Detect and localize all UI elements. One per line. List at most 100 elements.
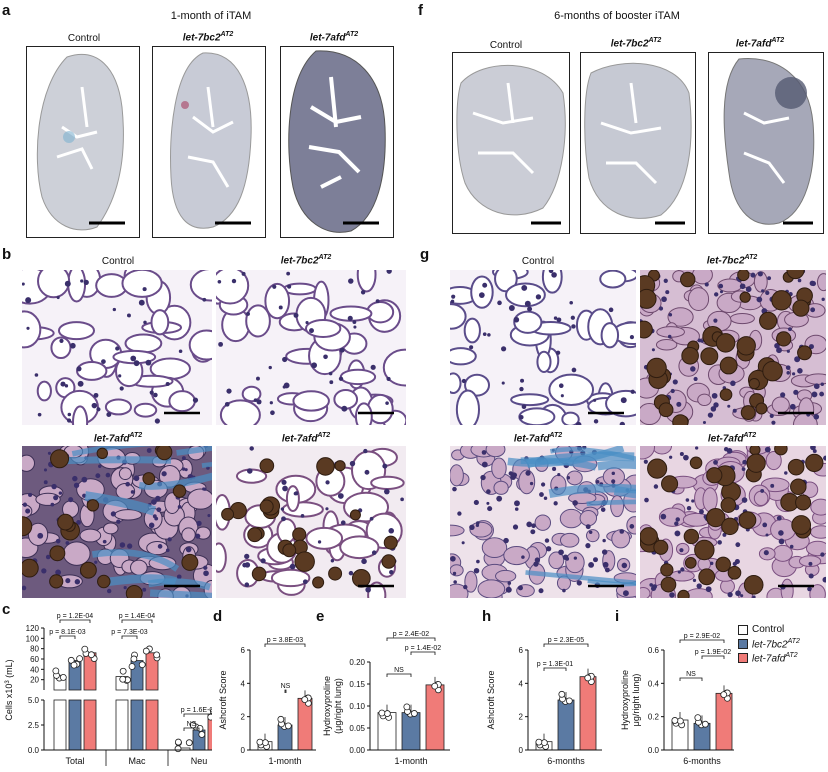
nucleus <box>669 592 675 598</box>
significance-bracket <box>183 727 200 731</box>
nucleus <box>593 398 597 402</box>
nucleus <box>713 402 719 408</box>
nucleus <box>207 514 211 518</box>
pigmented-cell <box>738 511 757 530</box>
nucleus <box>59 338 64 343</box>
nucleus <box>674 521 679 526</box>
pigmented-cell <box>748 378 760 390</box>
alveolus <box>640 446 655 460</box>
nucleus <box>382 463 388 469</box>
nucleus <box>764 446 771 453</box>
nucleus <box>165 548 170 553</box>
nucleus <box>37 412 42 417</box>
y-tick-label: 0.2 <box>648 713 660 722</box>
y-tick-label: 2 <box>519 713 524 722</box>
y-tick-label: 6 <box>241 646 246 655</box>
alveolus <box>241 385 262 403</box>
nucleus <box>649 583 654 587</box>
nucleus <box>480 474 486 481</box>
pigmented-cell <box>50 449 70 469</box>
f-image-afd <box>708 52 824 234</box>
nucleus <box>652 584 658 590</box>
nucleus <box>778 530 784 536</box>
nucleus <box>34 373 39 377</box>
bar-let-7afd <box>579 676 597 751</box>
nucleus <box>619 529 625 534</box>
legend-swatch-afd <box>738 653 748 664</box>
nucleus <box>601 549 608 555</box>
f-label-control: Control <box>489 40 523 51</box>
alveolus <box>270 568 311 588</box>
nucleus <box>535 294 542 300</box>
y-axis-label: Hydroxyproline <box>322 676 332 736</box>
nucleus <box>154 516 159 521</box>
alveolus <box>219 399 261 425</box>
nucleus <box>679 452 684 457</box>
nucleus <box>575 421 582 425</box>
y-tick-label: 2 <box>241 713 246 722</box>
nucleus <box>244 553 250 560</box>
y-tick-label: 6 <box>519 646 524 655</box>
pigmented-cell <box>57 513 74 531</box>
nucleus <box>203 565 208 570</box>
nucleus <box>669 455 673 459</box>
nucleus <box>241 271 246 276</box>
data-point <box>76 655 84 663</box>
y-tick-label: 120 <box>26 624 40 633</box>
nucleus <box>352 320 357 324</box>
nucleus <box>58 491 63 495</box>
y-tick-label: 0.20 <box>349 658 365 667</box>
nucleus <box>83 279 89 286</box>
chart-d: 0 2 4 6 1-month Ashcroft Score NS p = 3.8E-03 <box>218 637 316 766</box>
pigmented-cell <box>381 554 396 569</box>
x-category-label: Neu <box>191 756 208 766</box>
nucleus <box>156 507 162 513</box>
nucleus <box>630 389 635 394</box>
nucleus <box>663 278 668 283</box>
nucleus <box>713 318 718 323</box>
nucleus <box>338 376 344 381</box>
nucleus <box>739 283 746 290</box>
nucleus <box>43 480 48 485</box>
nucleus <box>475 523 480 527</box>
nucleus <box>28 492 33 497</box>
nucleus <box>558 383 564 389</box>
alveolus <box>565 551 585 574</box>
pigmented-cell <box>647 458 668 479</box>
nucleus <box>96 407 101 412</box>
alveolus <box>333 388 359 410</box>
nucleus <box>457 511 462 516</box>
pigmented-cell <box>740 405 756 421</box>
nucleus <box>741 467 746 472</box>
significance-bracket <box>59 619 91 623</box>
pigmented-cell <box>743 574 764 595</box>
nucleus <box>300 514 305 518</box>
nucleus <box>138 299 145 306</box>
pigmented-cell <box>349 509 361 521</box>
nucleus <box>793 389 799 395</box>
alveolus <box>356 270 377 293</box>
nucleus <box>562 588 566 593</box>
alveolus <box>817 273 826 292</box>
y-tick-label: 0.6 <box>648 646 660 655</box>
nucleus <box>602 561 609 568</box>
nucleus <box>157 544 163 549</box>
legend-swatch-bc2 <box>738 639 748 650</box>
nucleus <box>317 540 322 544</box>
alveolus <box>37 270 71 299</box>
nucleus <box>400 497 404 502</box>
nucleus <box>543 496 548 500</box>
p-value-label: p = 1.2E-04 <box>57 613 93 620</box>
alveolus <box>559 532 580 548</box>
nucleus <box>821 297 825 301</box>
nucleus <box>592 557 598 563</box>
nucleus <box>26 326 30 330</box>
nucleus <box>70 342 76 349</box>
nucleus <box>25 508 31 514</box>
nucleus <box>780 392 786 398</box>
nucleus <box>450 555 456 562</box>
nucleus <box>185 546 192 553</box>
nucleus <box>808 573 814 579</box>
bar-let-7afd <box>425 684 445 751</box>
pigmented-cell <box>328 566 343 581</box>
